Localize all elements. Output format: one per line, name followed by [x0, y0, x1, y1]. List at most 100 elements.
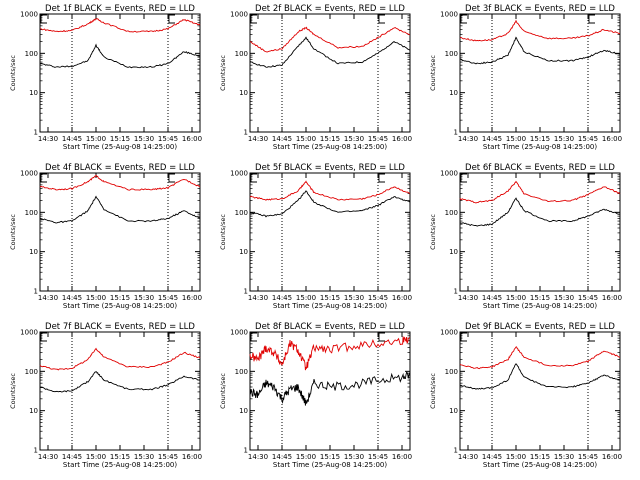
- flag-marker: [168, 14, 175, 24]
- x-tick-label: 14:30: [248, 453, 268, 461]
- y-tick-label: 10: [29, 248, 38, 256]
- flag-marker: [40, 173, 47, 183]
- x-tick-label: 16:00: [392, 135, 412, 143]
- events-series-line: [249, 36, 411, 68]
- flag-marker: [588, 332, 595, 342]
- x-tick-label: 15:15: [320, 135, 340, 143]
- x-axis-label: Start Time (25-Aug-08 14:25:00): [483, 143, 597, 151]
- y-tick-label: 10: [449, 89, 458, 97]
- flag-marker: [588, 173, 595, 183]
- x-tick-label: 15:30: [134, 453, 154, 461]
- x-tick-label: 15:15: [530, 294, 550, 302]
- y-tick-label: 1: [454, 447, 458, 455]
- x-tick-label: 16:00: [602, 135, 622, 143]
- x-tick-label: 15:15: [110, 135, 130, 143]
- events-series-line: [249, 190, 411, 218]
- x-tick-label: 14:30: [38, 453, 58, 461]
- flag-marker: [378, 173, 385, 183]
- y-tick-label: 100: [25, 209, 38, 217]
- x-axis-label: Start Time (25-Aug-08 14:25:00): [273, 143, 387, 151]
- y-tick-label: 1: [34, 447, 38, 455]
- x-tick-label: 15:30: [344, 135, 364, 143]
- x-tick-label: 15:15: [320, 453, 340, 461]
- chart-title: Det 4f BLACK = Events, RED = LLD: [45, 163, 195, 173]
- x-tick-label: 15:00: [86, 135, 106, 143]
- x-axis-label: Start Time (25-Aug-08 14:25:00): [63, 143, 177, 151]
- x-tick-label: 15:30: [134, 135, 154, 143]
- x-axis-label: Start Time (25-Aug-08 14:25:00): [483, 461, 597, 469]
- chart-title: Det 7f BLACK = Events, RED = LLD: [45, 322, 195, 332]
- x-tick-label: 15:45: [368, 453, 388, 461]
- flag-marker: [460, 14, 467, 24]
- x-tick-label: 15:00: [296, 453, 316, 461]
- x-axis-label: Start Time (25-Aug-08 14:25:00): [483, 302, 597, 310]
- y-tick-label: 10: [449, 407, 458, 415]
- y-tick-label: 10: [449, 248, 458, 256]
- y-tick-label: 1: [244, 288, 248, 296]
- x-tick-label: 15:00: [506, 294, 526, 302]
- x-tick-label: 14:30: [38, 294, 58, 302]
- x-tick-label: 15:15: [110, 294, 130, 302]
- chart-panel: Det 4f BLACK = Events, RED = LLD 1 10 100 10…: [9, 163, 202, 310]
- y-tick-label: 1: [454, 288, 458, 296]
- lld-series-line: [39, 347, 201, 371]
- x-tick-label: 14:45: [482, 135, 502, 143]
- y-tick-label: 1000: [20, 11, 38, 19]
- y-axis-label: Counts/sec: [429, 214, 437, 250]
- x-tick-label: 15:30: [554, 294, 574, 302]
- x-tick-label: 14:30: [248, 294, 268, 302]
- x-axis-label: Start Time (25-Aug-08 14:25:00): [273, 302, 387, 310]
- y-axis-label: Counts/sec: [429, 373, 437, 409]
- x-tick-label: 14:45: [272, 453, 292, 461]
- y-axis-label: Counts/sec: [429, 55, 437, 91]
- x-tick-label: 14:45: [482, 453, 502, 461]
- y-tick-label: 1000: [230, 11, 248, 19]
- plot-frame: [249, 13, 411, 133]
- x-tick-label: 16:00: [602, 453, 622, 461]
- y-tick-label: 100: [235, 368, 248, 376]
- y-tick-label: 1: [34, 288, 38, 296]
- y-tick-label: 100: [445, 368, 458, 376]
- y-tick-label: 10: [29, 407, 38, 415]
- x-axis-label: Start Time (25-Aug-08 14:25:00): [273, 461, 387, 469]
- x-tick-label: 14:30: [458, 453, 478, 461]
- y-tick-label: 1: [454, 129, 458, 137]
- y-tick-label: 1: [34, 129, 38, 137]
- chart-title: Det 5f BLACK = Events, RED = LLD: [255, 163, 405, 173]
- chart-panel: Det 8f BLACK = Events, RED = LLD 1 10 100 10…: [219, 322, 412, 469]
- chart-panel: Det 1f BLACK = Events, RED = LLD 1 10 100 10…: [9, 4, 202, 151]
- y-tick-label: 100: [445, 209, 458, 217]
- x-tick-label: 15:30: [344, 294, 364, 302]
- lld-series-line: [459, 19, 621, 42]
- y-tick-label: 100: [235, 50, 248, 58]
- x-axis-label: Start Time (25-Aug-08 14:25:00): [63, 302, 177, 310]
- y-tick-label: 10: [239, 248, 248, 256]
- events-series-line: [39, 195, 201, 224]
- x-tick-label: 15:30: [554, 453, 574, 461]
- lld-series-line: [249, 180, 411, 201]
- y-tick-label: 1: [244, 129, 248, 137]
- x-tick-label: 16:00: [182, 135, 202, 143]
- y-tick-label: 10: [239, 407, 248, 415]
- y-tick-label: 100: [25, 368, 38, 376]
- lld-series-line: [459, 180, 621, 204]
- x-tick-label: 15:00: [296, 294, 316, 302]
- x-tick-label: 15:00: [86, 294, 106, 302]
- flag-marker: [460, 332, 467, 342]
- chart-panel: Det 3f BLACK = Events, RED = LLD 1 10 100 10…: [429, 4, 622, 151]
- x-tick-label: 15:30: [344, 453, 364, 461]
- y-tick-label: 1000: [20, 170, 38, 178]
- x-tick-label: 14:30: [38, 135, 58, 143]
- flag-marker: [250, 332, 257, 342]
- y-tick-label: 1000: [230, 329, 248, 337]
- plot-frame: [249, 331, 411, 451]
- x-tick-label: 14:45: [482, 294, 502, 302]
- flag-marker: [250, 14, 257, 24]
- flag-marker: [588, 14, 595, 24]
- chart-title: Det 9f BLACK = Events, RED = LLD: [465, 322, 615, 332]
- chart-panel: Det 9f BLACK = Events, RED = LLD 1 10 100 10…: [429, 322, 622, 469]
- x-tick-label: 16:00: [182, 453, 202, 461]
- lld-series-line: [459, 346, 621, 370]
- x-tick-label: 15:15: [110, 453, 130, 461]
- x-tick-label: 14:45: [62, 135, 82, 143]
